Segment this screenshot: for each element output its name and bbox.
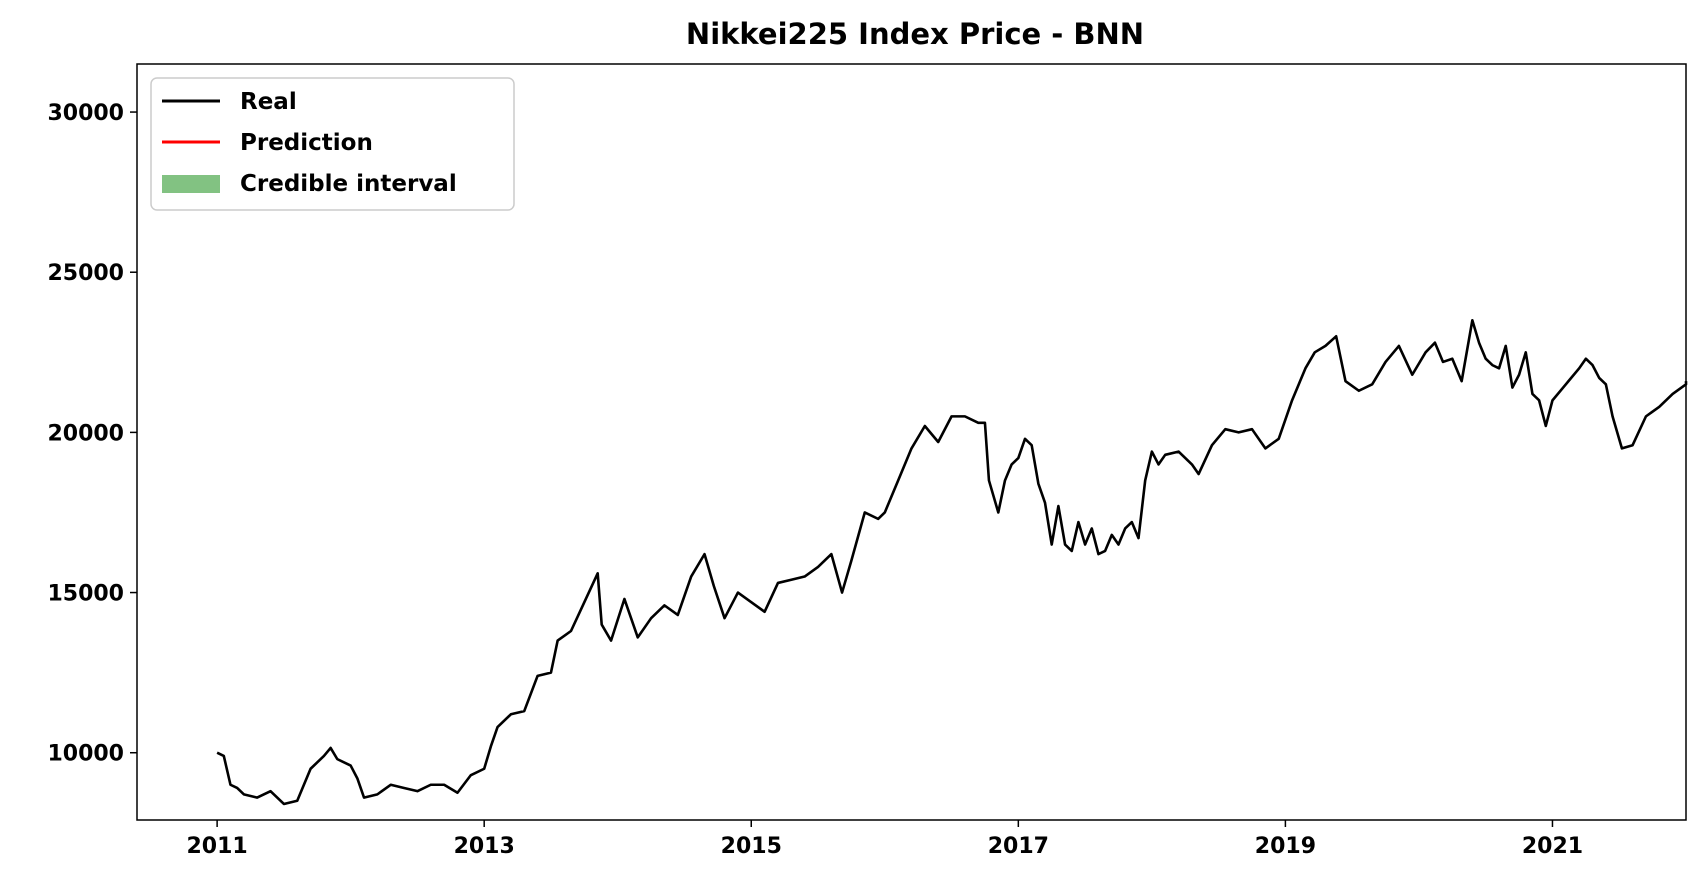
x-tick-label: 2011 <box>187 834 248 859</box>
y-tick-label: 20000 <box>47 421 124 446</box>
plot-area <box>216 318 1688 806</box>
y-tick-label: 30000 <box>47 101 124 126</box>
legend-real-label: Real <box>240 89 297 115</box>
x-tick-label: 2015 <box>721 834 782 859</box>
series-line-real <box>216 318 1688 806</box>
y-tick-label: 10000 <box>47 742 124 767</box>
x-tick-label: 2013 <box>454 834 515 859</box>
y-tick-label: 15000 <box>47 582 124 607</box>
chart-title: Nikkei225 Index Price - BNN <box>686 17 1144 51</box>
x-tick-label: 2021 <box>1522 834 1583 859</box>
plot-frame <box>136 63 1687 821</box>
x-tick-label: 2017 <box>988 834 1049 859</box>
legend: Real Prediction Credible interval <box>150 77 515 211</box>
legend-credible-interval-label: Credible interval <box>240 171 457 197</box>
x-axis: 2011 2013 2015 2017 2019 2021 <box>187 820 1583 859</box>
legend-box <box>150 77 515 211</box>
legend-prediction-label: Prediction <box>240 130 373 156</box>
legend-credible-interval-swatch <box>162 175 220 193</box>
x-tick-label: 2019 <box>1255 834 1316 859</box>
y-axis: 10000 15000 20000 25000 30000 <box>47 101 137 767</box>
y-tick-label: 25000 <box>47 261 124 286</box>
